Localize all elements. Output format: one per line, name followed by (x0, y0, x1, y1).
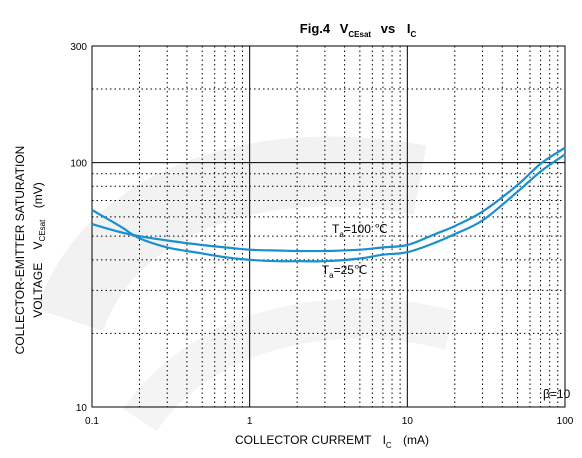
x-tick-label: 10 (402, 416, 414, 427)
beta-label: β=10 (543, 387, 571, 401)
tick-labels: 0.1 1 10 100 10 100 300 (70, 42, 573, 427)
series-label: Ta=25℃ (322, 263, 368, 280)
y-axis-label-line2: VOLTAGE VCEsat (mV) (31, 182, 48, 317)
major-gridlines (92, 46, 565, 407)
x-axis-label: COLLECTOR CURREMT IC (mA) (235, 433, 429, 451)
series-line-ta-100c (91, 146, 566, 253)
x-tick-label: 1 (247, 416, 253, 427)
watermark (36, 136, 455, 432)
x-tick-label: 100 (557, 416, 574, 427)
y-tick-label: 10 (76, 403, 88, 414)
x-tick-label: 0.1 (85, 416, 99, 427)
chart-title: Fig.4 VCEsat vs IC (300, 21, 417, 40)
plot-frame (91, 45, 566, 408)
y-tick-label: 300 (70, 42, 87, 53)
series-label: Ta=100 ℃ (332, 222, 388, 239)
series-layer: Ta=100 ℃ Ta=25℃ (91, 146, 566, 280)
y-tick-label: 100 (70, 159, 87, 170)
y-axis-label-line1: COLLECTOR-EMITTER SATURATION (13, 146, 27, 355)
series-line-ta-25c (91, 153, 566, 263)
